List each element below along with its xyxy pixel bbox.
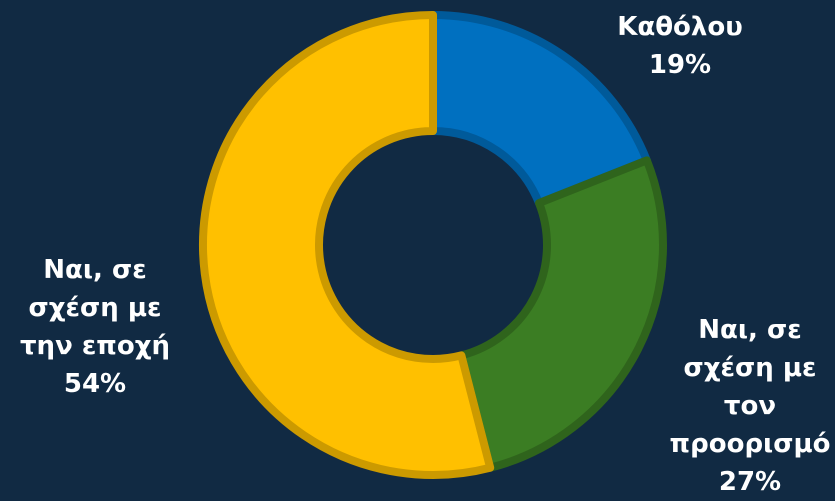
value-label: 19% xyxy=(648,50,712,80)
category-label: Καθόλου xyxy=(617,12,743,42)
slice-label: Ναι, σε σχέση με τον προορισμό 27% xyxy=(665,311,835,501)
slice-label: Ναι, σε σχέση με την εποχή 54% xyxy=(10,251,180,403)
donut-slice xyxy=(457,156,667,472)
donut-slice xyxy=(429,11,651,208)
category-label: Ναι, σε σχέση με τον προορισμό xyxy=(669,315,831,459)
donut-slice xyxy=(199,11,495,479)
value-label: 27% xyxy=(718,467,782,497)
value-label: 54% xyxy=(63,369,127,399)
slice-label: Καθόλου 19% xyxy=(590,8,770,84)
category-label: Ναι, σε σχέση με την εποχή xyxy=(19,255,171,361)
